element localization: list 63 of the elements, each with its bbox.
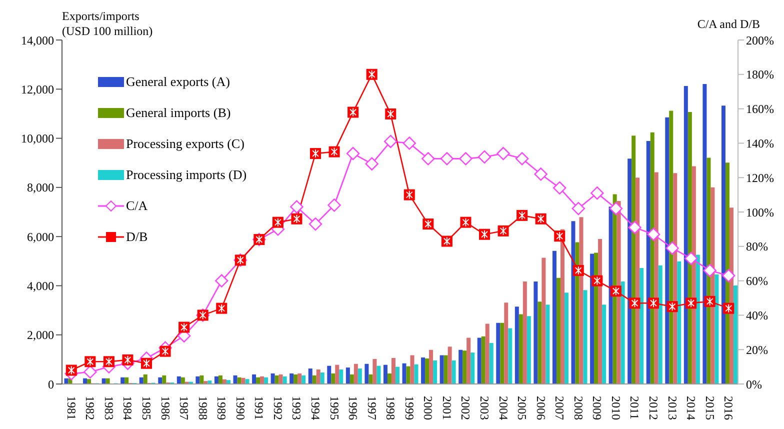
y-tick-label: 4,000 xyxy=(27,278,54,293)
x-tick-label: 2000 xyxy=(421,396,436,420)
x-tick-label: 2016 xyxy=(722,396,736,420)
x-tick-label: 1989 xyxy=(214,396,229,420)
y2-tick-label: 160% xyxy=(746,102,774,116)
x-tick-label: 1998 xyxy=(384,396,398,420)
x-tick-label: 1997 xyxy=(364,396,379,420)
x-tick-label: 1992 xyxy=(270,396,285,420)
x-tick-label: 1986 xyxy=(158,396,172,420)
x-tick-label: 2001 xyxy=(440,396,454,420)
x-tick-label: 2009 xyxy=(590,396,604,420)
x-tick-label: 2012 xyxy=(646,396,660,420)
y2-tick-label: 140% xyxy=(746,136,774,150)
x-tick-label: 2008 xyxy=(571,396,586,420)
legend-label: General exports (A) xyxy=(126,74,230,90)
x-tick-label: 1999 xyxy=(402,396,416,420)
y-tick-label: 8,000 xyxy=(27,180,54,195)
x-tick-label: 2007 xyxy=(552,396,567,420)
y-tick-label: 6,000 xyxy=(27,230,54,244)
legend-label: Processing imports (D) xyxy=(126,166,247,182)
x-tick-label: 2014 xyxy=(684,396,698,420)
y2-tick-label: 0% xyxy=(746,377,762,392)
legend-label: C/A xyxy=(126,198,148,214)
y-tick-label: 14,000 xyxy=(21,33,54,48)
x-tick-label: 2010 xyxy=(608,396,623,420)
x-tick-label: 1993 xyxy=(290,396,304,420)
legend-label: Processing exports (C) xyxy=(126,136,244,152)
y2-tick-label: 200% xyxy=(746,33,774,48)
y2-tick-label: 60% xyxy=(746,274,768,288)
x-tick-label: 2006 xyxy=(534,396,548,420)
x-tick-label: 1994 xyxy=(308,396,322,420)
x-tick-label: 1988 xyxy=(196,396,210,420)
x-tick-label: 2011 xyxy=(628,396,642,420)
x-tick-label: 1981 xyxy=(64,396,78,420)
x-tick-label: 1995 xyxy=(327,396,342,420)
y-tick-label: 12,000 xyxy=(21,82,54,96)
y2-tick-label: 100% xyxy=(746,205,774,220)
x-tick-label: 1987 xyxy=(177,396,192,420)
x-tick-label: 1990 xyxy=(233,396,248,420)
y2-tick-label: 20% xyxy=(746,342,768,357)
x-tick-label: 1983 xyxy=(102,396,116,420)
x-tick-label: 1996 xyxy=(346,396,360,420)
legend-label: D/B xyxy=(126,228,148,244)
x-tick-label: 1985 xyxy=(140,396,154,420)
x-tick-label: 1991 xyxy=(252,396,266,420)
x-tick-label: 2003 xyxy=(478,396,492,420)
y-tick-label: 10,000 xyxy=(21,132,54,146)
legend-label: General imports (B) xyxy=(126,104,231,120)
y-tick-label: 2,000 xyxy=(27,328,54,342)
x-tick-label: 1982 xyxy=(83,396,98,420)
y-tick-label: 0 xyxy=(48,377,54,392)
x-tick-label: 2005 xyxy=(515,396,530,420)
y2-tick-label: 80% xyxy=(746,240,768,254)
y2-tick-label: 40% xyxy=(746,308,768,322)
x-tick-label: 2013 xyxy=(665,396,680,420)
x-tick-label: 2004 xyxy=(496,396,510,420)
y2-tick-label: 180% xyxy=(746,68,774,82)
x-tick-label: 2002 xyxy=(458,396,473,420)
x-tick-label: 1984 xyxy=(120,396,135,420)
y-axis-title: Exports/imports (USD 100 million) xyxy=(62,9,153,39)
x-tick-label: 2015 xyxy=(702,396,717,420)
y2-axis-title: C/A and D/B xyxy=(697,17,760,32)
y2-tick-label: 120% xyxy=(746,170,774,185)
